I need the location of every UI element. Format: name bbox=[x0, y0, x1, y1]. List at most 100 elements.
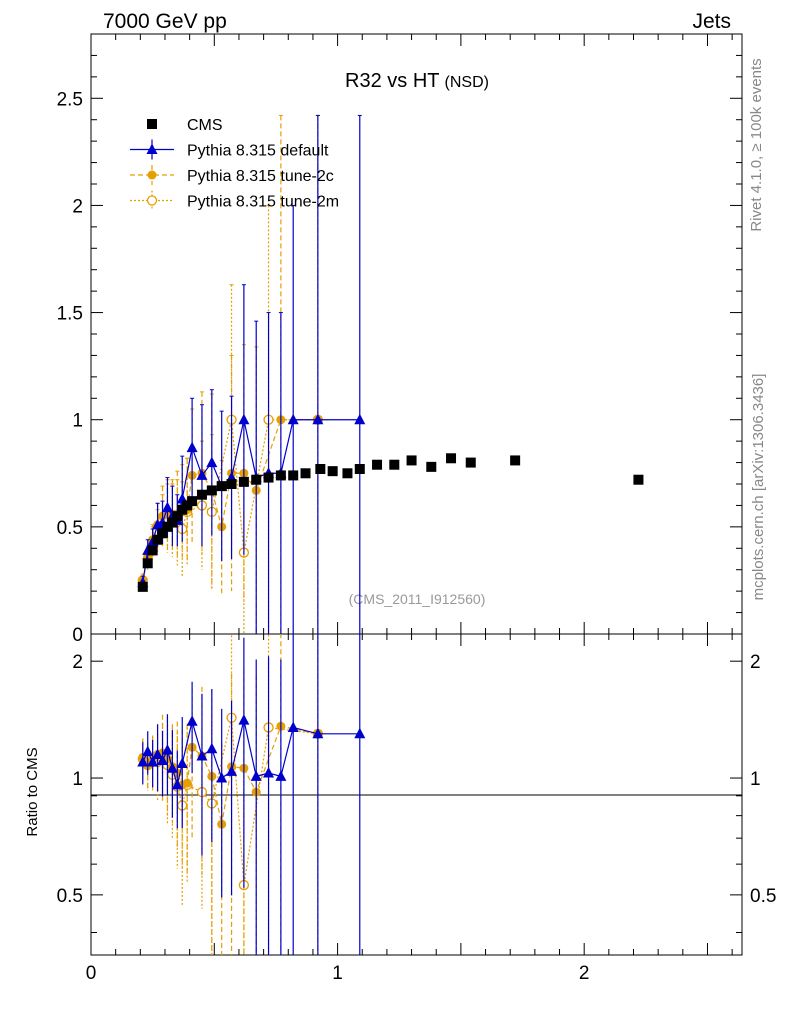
main-ticks: 0 0.5 1 1.5 2 2.5 bbox=[57, 33, 742, 646]
ratio-point bbox=[166, 762, 178, 773]
ratio-point bbox=[263, 767, 275, 778]
data-point bbox=[342, 468, 353, 479]
ratio-series-pythia-8-315-default bbox=[137, 634, 366, 955]
ratio-series-pythia-8-315-tune-2m bbox=[137, 634, 324, 955]
x-tick-label: 2 bbox=[579, 963, 590, 984]
ratio-point bbox=[312, 727, 324, 739]
ratio-point bbox=[182, 778, 192, 788]
legend-marker bbox=[147, 119, 157, 129]
ratio-right-tick-label: 0.5 bbox=[750, 886, 776, 907]
ratio-point bbox=[250, 770, 262, 781]
data-point bbox=[287, 413, 299, 425]
series-line bbox=[142, 419, 318, 581]
ratio-point bbox=[216, 772, 228, 783]
y-tick-label: 1 bbox=[72, 411, 83, 432]
chart-title: R32 vs HT (NSD) bbox=[345, 70, 489, 92]
x-tick-label: 1 bbox=[332, 963, 343, 984]
series-line bbox=[142, 419, 360, 583]
watermark: (CMS_2011_I912560) bbox=[349, 591, 486, 607]
data-point bbox=[372, 459, 383, 470]
data-point bbox=[157, 528, 168, 539]
ratio-point bbox=[171, 778, 183, 790]
rivet-label: Rivet 4.1.0, ≥ 100k events bbox=[748, 58, 765, 231]
ratio-point bbox=[186, 715, 198, 726]
ratio-y-tick-label: 2 bbox=[72, 652, 83, 673]
data-point bbox=[510, 455, 521, 466]
data-point bbox=[167, 517, 178, 528]
data-point bbox=[172, 511, 183, 522]
ratio-point bbox=[238, 714, 250, 725]
y-tick-label: 0 bbox=[72, 625, 83, 646]
legend-marker bbox=[147, 170, 157, 180]
data-point bbox=[196, 489, 207, 500]
data-point bbox=[226, 479, 237, 489]
main-series bbox=[137, 114, 644, 634]
data-point bbox=[354, 413, 366, 425]
ratio-point bbox=[206, 742, 218, 754]
data-point bbox=[216, 481, 227, 492]
data-point bbox=[196, 469, 208, 480]
data-point bbox=[327, 466, 338, 477]
ratio-point bbox=[275, 770, 287, 781]
data-point bbox=[187, 496, 198, 507]
source-label: mcplots.cern.ch [arXiv:1306.3436] bbox=[750, 374, 767, 601]
ratio-ylabel: Ratio to CMS bbox=[24, 747, 41, 836]
x-tick-label: 0 bbox=[86, 963, 97, 984]
ratio-point bbox=[152, 748, 164, 759]
ratio-point bbox=[142, 745, 154, 757]
legend-marker bbox=[146, 195, 158, 206]
legend-entry: Pythia 8.315 tune-2m bbox=[130, 190, 339, 211]
data-point bbox=[238, 413, 250, 425]
ratio-right-tick-label: 1 bbox=[750, 769, 761, 790]
data-point bbox=[251, 474, 262, 485]
ratio-series bbox=[137, 634, 366, 955]
legend: CMS Pythia 8.315 default Pythia 8.315 tune… bbox=[130, 117, 339, 211]
header-left: 7000 GeV pp bbox=[103, 10, 227, 33]
legend-label: Pythia 8.315 tune-2m bbox=[187, 194, 339, 211]
data-point bbox=[161, 501, 173, 513]
ratio-series-pythia-8-315-tune-2c bbox=[138, 634, 323, 955]
data-point bbox=[152, 534, 163, 545]
data-point bbox=[275, 470, 286, 481]
data-point bbox=[389, 459, 400, 470]
main-panel: R32 vs HT (NSD) (CMS_2011_I912560) 0 0.5 1 1… bbox=[57, 33, 743, 646]
data-point bbox=[147, 545, 158, 556]
data-point bbox=[312, 413, 324, 425]
data-point bbox=[206, 485, 217, 496]
ratio-point bbox=[354, 727, 366, 739]
ratio-point bbox=[196, 749, 208, 761]
ratio-line bbox=[142, 717, 318, 886]
ratio-panel: Ratio to CMS 0.5 1 2 0.5 1 2 bbox=[24, 633, 776, 956]
ratio-y-tick-label: 0.5 bbox=[57, 886, 83, 907]
data-point bbox=[633, 474, 644, 485]
data-point bbox=[426, 461, 437, 472]
data-point bbox=[406, 455, 417, 466]
legend-entry: Pythia 8.315 tune-2c bbox=[130, 165, 334, 185]
data-point bbox=[288, 470, 299, 481]
ratio-point bbox=[226, 765, 238, 776]
ratio-ticks: 0.5 1 2 0.5 1 2 bbox=[57, 652, 776, 933]
data-point bbox=[206, 456, 218, 468]
chart-title-main: R32 vs HT bbox=[345, 70, 439, 92]
ratio-point bbox=[176, 757, 188, 769]
header-right: Jets bbox=[692, 10, 731, 33]
data-point bbox=[315, 464, 326, 474]
y-tick-label: 1.5 bbox=[57, 304, 83, 325]
data-point bbox=[238, 476, 249, 487]
legend-label: Pythia 8.315 tune-2c bbox=[187, 168, 334, 185]
y-tick-label: 2 bbox=[72, 196, 83, 217]
chart-title-suffix: (NSD) bbox=[445, 74, 489, 91]
y-tick-label: 2.5 bbox=[57, 89, 83, 110]
data-point bbox=[137, 581, 148, 592]
data-point bbox=[263, 472, 274, 483]
ratio-point bbox=[147, 755, 159, 767]
legend-entry: Pythia 8.315 default bbox=[130, 139, 329, 160]
legend-marker bbox=[146, 143, 158, 154]
ratio-point bbox=[161, 744, 173, 755]
y-tick-label: 0.5 bbox=[57, 518, 83, 539]
series-line bbox=[142, 419, 318, 581]
ratio-point bbox=[157, 754, 169, 765]
ratio-point bbox=[137, 755, 149, 767]
legend-entry: CMS bbox=[147, 117, 223, 134]
